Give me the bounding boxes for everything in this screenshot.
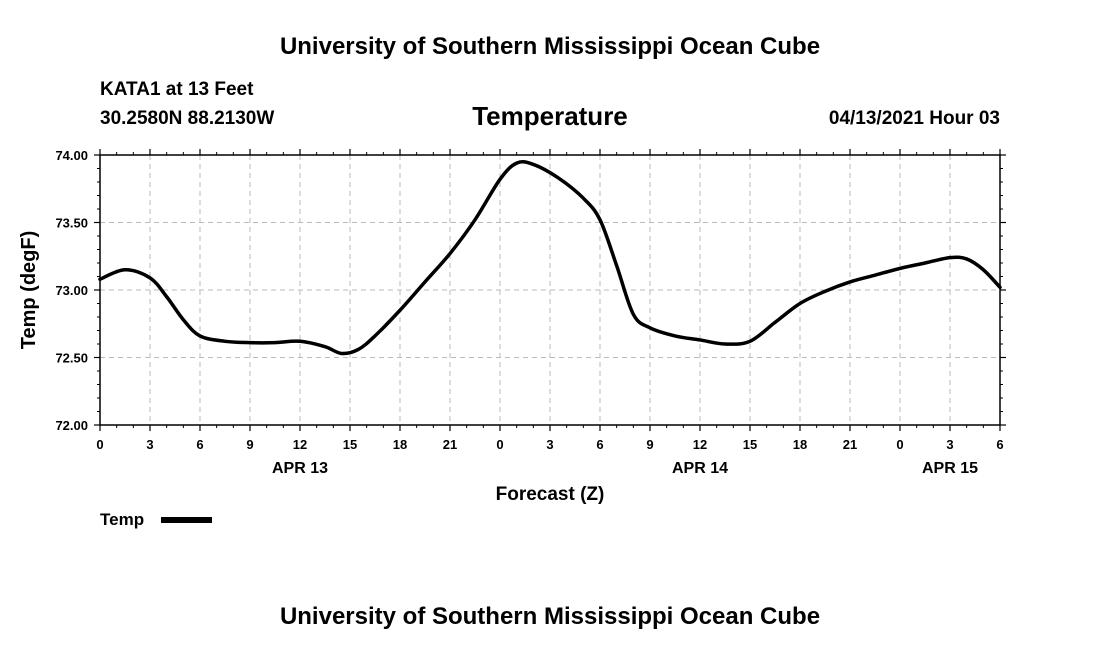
x-tick-label: 21: [443, 437, 457, 452]
x-tick-label: 0: [96, 437, 103, 452]
footer-title: University of Southern Mississippi Ocean…: [280, 603, 820, 630]
y-axis-label: Temp (degF): [18, 231, 40, 350]
y-tick-label: 72.50: [55, 351, 88, 366]
x-tick-label: 6: [996, 437, 1003, 452]
y-tick-label: 74.00: [55, 148, 88, 163]
legend-label: Temp: [100, 510, 144, 529]
x-axis-label: Forecast (Z): [496, 484, 605, 505]
x-tick-label: 0: [496, 437, 503, 452]
forecast-datetime: 04/13/2021 Hour 03: [829, 108, 1000, 129]
legend: Temp: [100, 510, 212, 529]
y-tick-label: 73.00: [55, 283, 88, 298]
x-tick-label: 18: [393, 437, 407, 452]
x-tick-label: 15: [743, 437, 757, 452]
date-label: APR 14: [672, 460, 728, 477]
station-coords: 30.2580N 88.2130W: [100, 108, 274, 129]
y-tick-label: 72.00: [55, 418, 88, 433]
x-tick-label: 12: [293, 437, 307, 452]
x-tick-label: 6: [196, 437, 203, 452]
x-tick-label: 15: [343, 437, 357, 452]
x-tick-label: 9: [646, 437, 653, 452]
main-title: University of Southern Mississippi Ocean…: [280, 33, 820, 60]
date-label: APR 15: [922, 460, 978, 477]
x-tick-label: 6: [596, 437, 603, 452]
x-tick-label: 3: [146, 437, 153, 452]
x-tick-label: 0: [896, 437, 903, 452]
ticks: 72.00 72.50 73.00 73.50 74.00 0 3 6 9 12 15 18 21 0 3 6…: [55, 148, 1006, 477]
x-tick-label: 21: [843, 437, 857, 452]
station-label: KATA1 at 13 Feet: [100, 79, 254, 100]
date-label: APR 13: [272, 460, 328, 477]
y-tick-label: 73.50: [55, 216, 88, 231]
series-layer: [98, 160, 1002, 356]
chart-title: Temperature: [472, 101, 628, 131]
series-line-temp: [98, 160, 1002, 356]
plot-frame: [99, 154, 1001, 426]
x-tick-label: 12: [693, 437, 707, 452]
x-tick-label: 18: [793, 437, 807, 452]
x-tick-label: 3: [546, 437, 553, 452]
x-tick-label: 9: [246, 437, 253, 452]
grid: [100, 155, 1000, 425]
x-tick-label: 3: [946, 437, 953, 452]
